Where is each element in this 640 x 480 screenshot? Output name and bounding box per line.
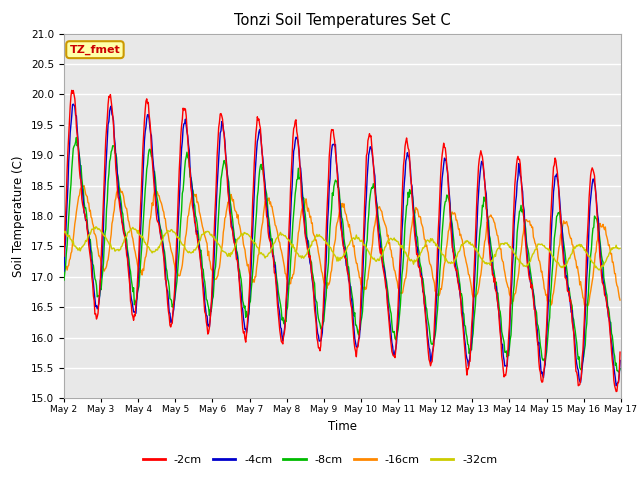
Text: TZ_fmet: TZ_fmet <box>70 45 120 55</box>
Title: Tonzi Soil Temperatures Set C: Tonzi Soil Temperatures Set C <box>234 13 451 28</box>
Y-axis label: Soil Temperature (C): Soil Temperature (C) <box>12 155 26 277</box>
X-axis label: Time: Time <box>328 420 357 433</box>
Legend: -2cm, -4cm, -8cm, -16cm, -32cm: -2cm, -4cm, -8cm, -16cm, -32cm <box>138 451 502 469</box>
